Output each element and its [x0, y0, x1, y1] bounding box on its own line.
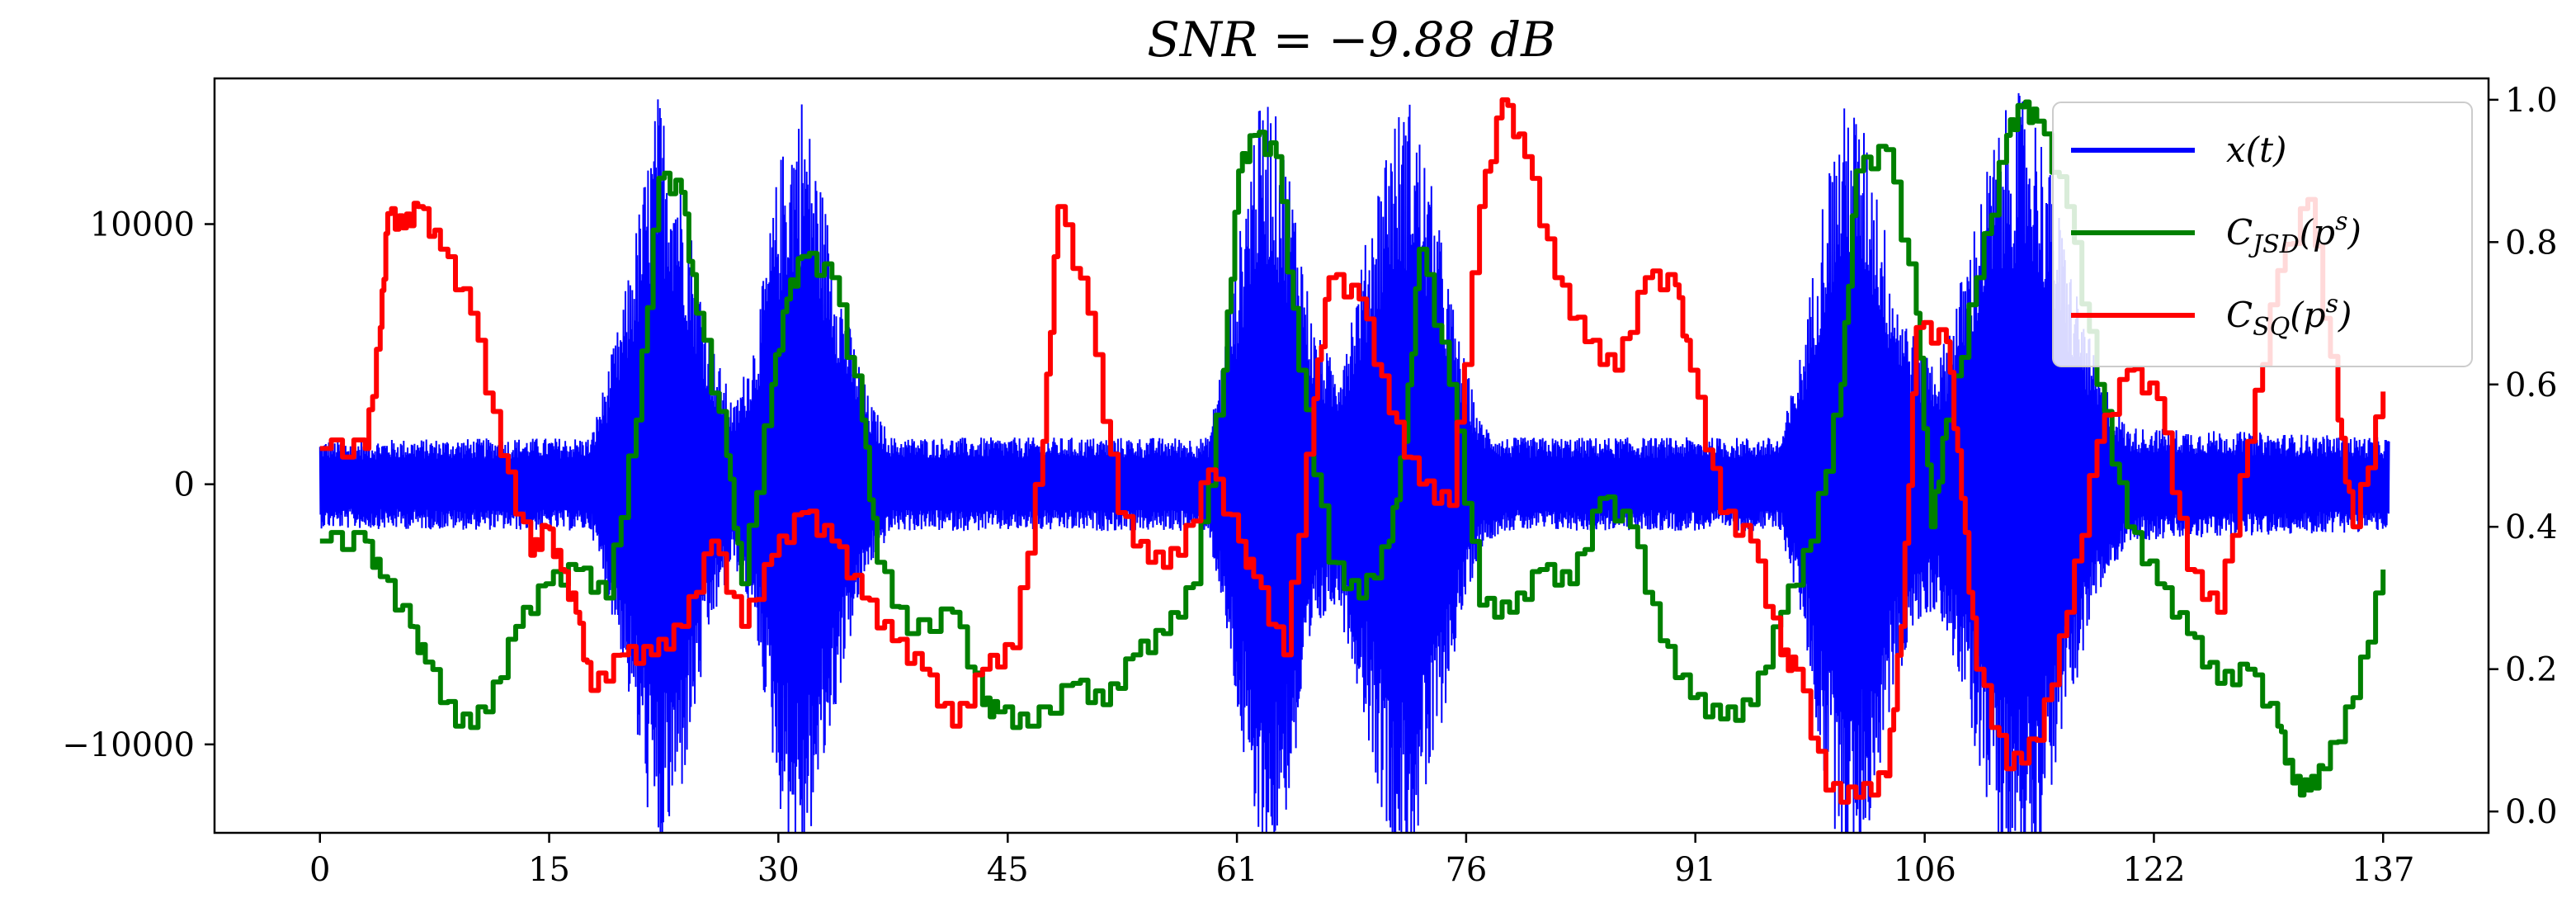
- y-right-tick-label: 0.6: [2505, 366, 2558, 404]
- axes-frame: [213, 77, 2490, 834]
- series-c-sq-line: [319, 97, 2386, 805]
- y-axis-right: 0.0 0.2 0.4 0.6 0.8 1.0: [2489, 82, 2558, 831]
- y-left-tick-label: 0: [174, 466, 195, 504]
- series-x-t-line: [318, 92, 2390, 833]
- series-c-jsd-line: [319, 99, 2386, 798]
- chart-title: SNR = −9.88 dB: [1147, 12, 1556, 68]
- x-tick-label: 45: [987, 851, 1029, 889]
- y-axis-left: −10000 0 10000: [62, 206, 215, 764]
- x-tick-label: 122: [2122, 851, 2185, 889]
- legend: x(t) CJSD(ps) CSQ(ps): [2052, 102, 2473, 367]
- legend-box: [2052, 102, 2473, 367]
- y-right-tick-label: 0.2: [2505, 651, 2558, 689]
- x-tick-label: 0: [309, 851, 330, 889]
- legend-label: CSQ(ps): [2226, 290, 2352, 342]
- legend-label: x(t): [2226, 130, 2286, 170]
- x-axis: 0 15 30 45 61 76 91 106 122 137: [309, 833, 2414, 889]
- y-right-tick-label: 1.0: [2505, 82, 2558, 120]
- x-tick-label: 76: [1445, 851, 1487, 889]
- y-left-tick-label: 10000: [90, 206, 195, 243]
- y-left-tick-label: −10000: [62, 726, 195, 764]
- y-right-tick-label: 0.4: [2505, 508, 2558, 546]
- x-tick-label: 61: [1216, 851, 1258, 889]
- x-tick-label: 106: [1893, 851, 1956, 889]
- plot-area: [318, 92, 2390, 833]
- y-right-tick-label: 0.8: [2505, 224, 2558, 262]
- y-right-tick-label: 0.0: [2505, 793, 2558, 831]
- x-tick-label: 30: [757, 851, 800, 889]
- legend-label: CJSD(ps): [2226, 207, 2361, 259]
- x-tick-label: 15: [528, 851, 570, 889]
- x-tick-label: 137: [2352, 851, 2414, 889]
- x-tick-label: 91: [1674, 851, 1716, 889]
